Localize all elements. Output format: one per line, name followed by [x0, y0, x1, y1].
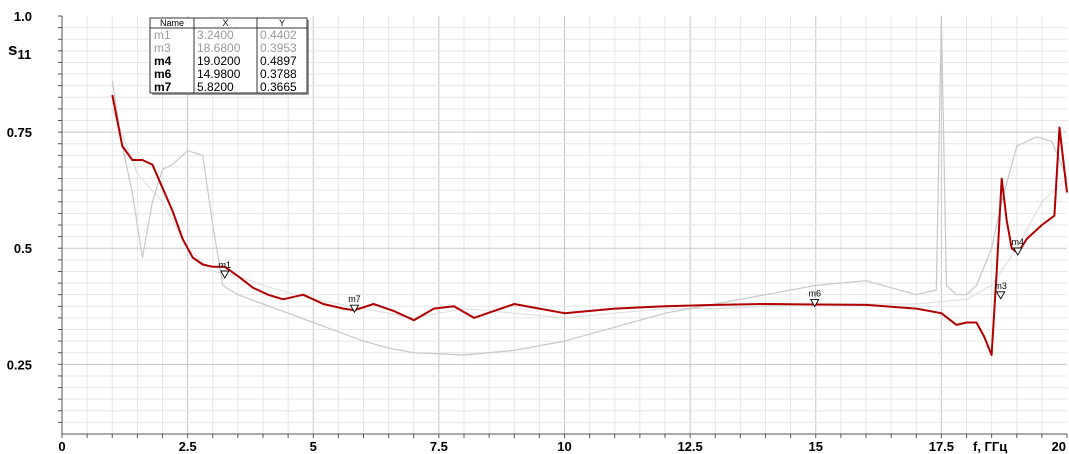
y-tick-label: 0.25 [7, 357, 32, 372]
marker-table-cell: m6 [154, 67, 172, 81]
marker-table-cell: m3 [154, 41, 171, 55]
y-tick-label: 0.75 [7, 125, 32, 140]
x-tick-label: 5 [310, 439, 317, 454]
y-tick-label: 0.5 [14, 241, 32, 256]
marker-m6-triangle[interactable] [809, 299, 820, 308]
marker-table-header: X [222, 18, 228, 28]
series-line-secondary [111, 108, 1068, 319]
marker-table-cell: 3.2400 [197, 28, 234, 42]
marker-table-cell: m1 [154, 28, 171, 42]
marker-table-header: Y [279, 18, 285, 28]
marker-table-cell: 0.3953 [260, 41, 297, 55]
marker-table-frame [149, 17, 308, 94]
series-lines [111, 15, 1068, 356]
series-line-secondary [111, 15, 1068, 356]
x-tick-label: 0 [58, 439, 65, 454]
x-tick-label: 15 [809, 439, 823, 454]
marker-m1-triangle[interactable] [220, 270, 230, 279]
x-tick-label: 20 [1052, 439, 1066, 454]
marker-table-cell: 0.3665 [260, 80, 297, 94]
y-axis-label-main: s [8, 40, 17, 59]
x-axis-label: f, ГГц [973, 439, 1007, 454]
marker-table-cell: 0.3788 [260, 67, 297, 81]
x-tick-label: 7.5 [430, 439, 448, 454]
y-axis-label-subscript: 11 [17, 47, 31, 62]
marker-m1-label: m1 [219, 260, 232, 270]
y-axis-label: s11 [8, 40, 31, 62]
marker-table-cell: 5.8200 [197, 80, 234, 94]
marker-m7-label: m7 [348, 294, 361, 304]
marker-table-cell: 19.0200 [197, 54, 241, 68]
markers: m1 m3 m4 m6 m7 [219, 237, 1024, 314]
x-tick-label: 10 [557, 439, 571, 454]
marker-m3-triangle[interactable] [995, 291, 1006, 300]
marker-table-cell: m7 [154, 80, 172, 94]
tick-labels: 0 2.5 5 7.5 10 12.5 15 17.5 20 0.25 0.5 0.75 1.0 [7, 9, 1066, 454]
marker-table-header: Name [160, 18, 184, 28]
series-line-main [111, 94, 1068, 356]
marker-m7-triangle[interactable] [349, 304, 360, 314]
marker-table-cell: 0.4402 [260, 28, 297, 42]
marker-m4-triangle[interactable] [1012, 247, 1023, 256]
marker-table-cell: 18.6800 [197, 41, 241, 55]
x-tick-label: 17.5 [929, 439, 954, 454]
x-tick-label: 2.5 [179, 439, 197, 454]
x-tick-label: 12.5 [677, 439, 702, 454]
marker-table-cell: 0.4897 [260, 54, 297, 68]
y-tick-label: 1.0 [14, 9, 32, 24]
marker-table-cell: 14.9800 [197, 67, 241, 81]
marker-m4-label: m4 [1011, 237, 1024, 247]
marker-table-cell: m4 [154, 54, 172, 68]
marker-m6-label: m6 [808, 289, 821, 299]
marker-m3-label: m3 [994, 281, 1007, 291]
marker-table: Name X Ym1 3.2400 0.4402 m3 18.6800 0.3953 m4 19.… [149, 17, 309, 95]
axes [58, 15, 1068, 438]
